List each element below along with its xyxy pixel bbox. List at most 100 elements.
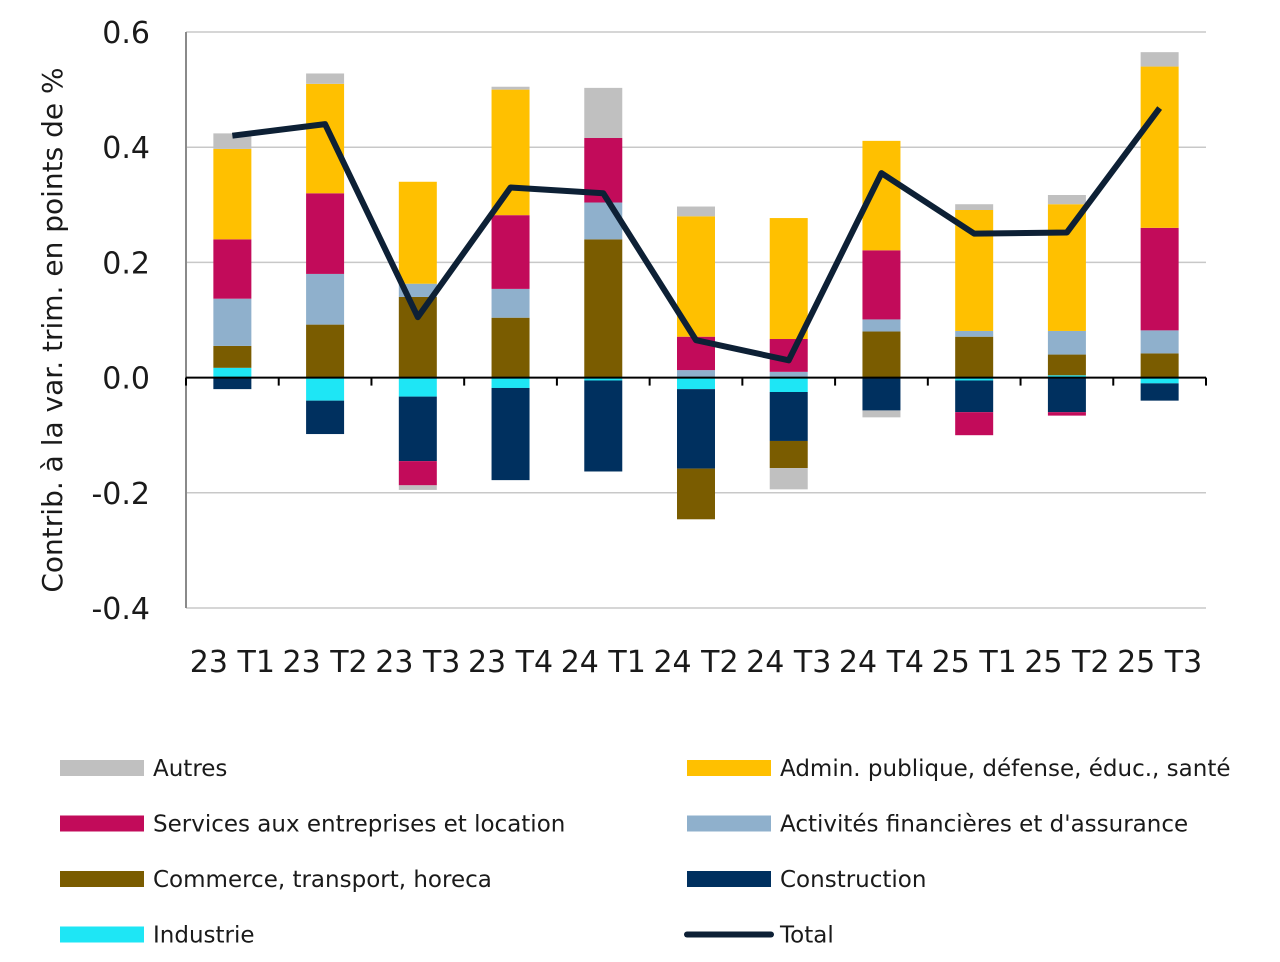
bars	[213, 52, 1179, 520]
bar-segment	[1047, 330, 1086, 355]
bar-segment	[306, 193, 345, 274]
bar-segment	[491, 288, 530, 318]
bar-segment	[955, 204, 994, 210]
x-tick-label: 23 T3	[375, 645, 460, 680]
legend-label: Services aux entreprises et location	[153, 812, 565, 838]
bar-segment	[491, 89, 530, 216]
legend-label: Construction	[780, 867, 926, 893]
legend-label: Total	[779, 923, 834, 949]
bar-segment	[769, 468, 808, 490]
bar-segment	[491, 377, 530, 388]
axes	[185, 32, 1207, 608]
bar-segment	[862, 331, 901, 378]
y-tick-label: -0.4	[91, 592, 150, 627]
tick-labels: 0.6 0.4 0.2 0.0 -0.2 -0.4 23 T1 23 T2 23 T3 23 T4…	[91, 16, 1202, 680]
bar-segment	[306, 400, 345, 435]
x-tick-label: 25 T1	[932, 645, 1017, 680]
bar-segment	[398, 485, 437, 490]
legend-label: Industrie	[153, 923, 255, 949]
x-tick-label: 23 T1	[190, 645, 275, 680]
bar-segment	[398, 377, 437, 397]
legend-swatch	[687, 871, 771, 887]
bar-segment	[1047, 354, 1086, 376]
bar-segment	[955, 377, 994, 381]
legend-label: Activités financières et d'assurance	[780, 812, 1188, 838]
bar-segment	[584, 380, 623, 472]
bar-segment	[955, 380, 994, 413]
bar-segment	[1140, 227, 1179, 331]
bar-segment	[306, 83, 345, 194]
y-tick-label: 0.2	[102, 246, 150, 281]
legend-swatch	[60, 760, 144, 776]
legend-swatch	[60, 871, 144, 887]
bar-segment	[769, 377, 808, 392]
bar-segment	[213, 239, 252, 299]
legend: Autres Admin. publique, défense, éduc., s…	[60, 756, 1231, 949]
bar-segment	[398, 396, 437, 462]
y-tick-label: 0.6	[102, 16, 150, 51]
bar-segment	[306, 273, 345, 325]
y-tick-label: 0.4	[102, 131, 150, 166]
bar-segment	[769, 440, 808, 469]
bar-segment	[1047, 204, 1086, 331]
bar-segment	[862, 250, 901, 320]
x-tick-label: 24 T3	[746, 645, 831, 680]
bar-segment	[1140, 66, 1179, 228]
bar-segment	[677, 377, 715, 390]
bar-segment	[1047, 375, 1086, 378]
y-axis-label: Contrib. à la var. trim. en points de %	[36, 67, 69, 592]
bar-segment	[584, 239, 623, 378]
bar-segment	[769, 218, 808, 340]
legend-label: Admin. publique, défense, éduc., santé	[780, 756, 1231, 782]
legend-swatch	[60, 815, 144, 832]
bar-segment	[955, 330, 994, 337]
bar-segment	[491, 387, 530, 481]
bar-segment	[1140, 383, 1179, 401]
bar-segment	[1047, 195, 1086, 205]
bar-segment	[1140, 377, 1179, 384]
bar-segment	[1140, 330, 1179, 354]
bar-segment	[862, 319, 901, 332]
y-tick-label: -0.2	[91, 477, 150, 512]
bar-segment	[677, 389, 715, 469]
legend-swatch	[687, 815, 771, 832]
bar-segment	[584, 202, 623, 240]
bar-segment	[213, 367, 252, 378]
bar-segment	[769, 392, 808, 441]
bar-segment	[491, 215, 530, 289]
bar-segment	[862, 410, 901, 418]
bar-segment	[1140, 52, 1179, 67]
bar-segment	[398, 461, 437, 486]
bar-segment	[677, 206, 715, 217]
x-tick-label: 25 T2	[1024, 645, 1109, 680]
bar-segment	[1140, 353, 1179, 378]
bar-segment	[677, 468, 715, 520]
total-line-path	[231, 106, 1163, 364]
y-tick-label: 0.0	[102, 362, 150, 397]
bar-segment	[955, 412, 994, 436]
x-tick-label: 24 T1	[561, 645, 646, 680]
x-tick-label: 23 T2	[283, 645, 368, 680]
bar-segment	[584, 377, 623, 381]
bar-segment	[306, 73, 345, 84]
x-tick-label: 25 T3	[1117, 645, 1202, 680]
bar-segment	[1047, 377, 1086, 413]
legend-label: Commerce, transport, horeca	[153, 867, 492, 893]
legend-swatch	[687, 760, 771, 776]
bar-segment	[213, 345, 252, 368]
legend-swatch	[60, 926, 144, 943]
bar-segment	[491, 86, 530, 90]
bar-segment	[213, 298, 252, 346]
bar-segment	[584, 87, 623, 138]
x-tick-label: 24 T4	[839, 645, 924, 680]
bar-segment	[306, 377, 345, 401]
bar-segment	[398, 181, 437, 284]
bar-segment	[769, 371, 808, 378]
x-tick-label: 23 T4	[468, 645, 553, 680]
bar-segment	[306, 324, 345, 378]
legend-label: Autres	[153, 756, 227, 782]
bar-segment	[491, 317, 530, 378]
bar-segment	[398, 296, 437, 378]
total-line	[231, 106, 1163, 364]
